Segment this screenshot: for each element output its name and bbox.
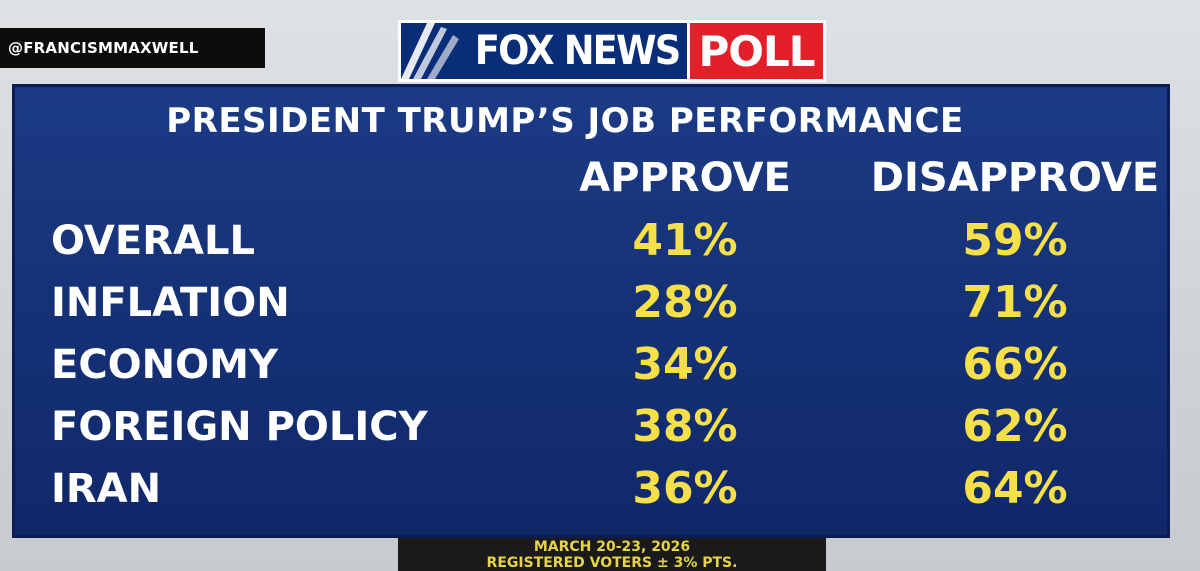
poll-text: POLL [698, 26, 815, 76]
disapprove-value: 62% [962, 401, 1068, 452]
row-label: IRAN [51, 466, 162, 512]
row-label: INFLATION [51, 280, 290, 326]
poll-row-foreign-policy: FOREIGN POLICY 38% 62% [15, 397, 1165, 457]
poll-tag: POLL [690, 23, 823, 79]
approve-value: 28% [632, 277, 738, 328]
disapprove-value: 71% [962, 277, 1068, 328]
approve-value: 38% [632, 401, 738, 452]
poll-dates: MARCH 20-23, 2026 [533, 539, 691, 555]
fox-news-wordmark: FOX NEWS [401, 23, 687, 79]
poll-row-economy: ECONOMY 34% 66% [15, 335, 1165, 395]
fox-news-poll-logo: FOX NEWS POLL [398, 20, 826, 82]
poll-footnote: MARCH 20-23, 2026 REGISTERED VOTERS ± 3%… [398, 538, 826, 571]
disapprove-value: 59% [962, 215, 1068, 266]
poll-title: PRESIDENT TRUMP’S JOB PERFORMANCE [166, 101, 964, 141]
poll-row-inflation: INFLATION 28% 71% [15, 273, 1165, 333]
poll-row-iran: IRAN 36% 64% [15, 459, 1165, 519]
disapprove-value: 64% [962, 463, 1068, 514]
searchlight-icon [401, 23, 459, 79]
approve-value: 41% [632, 215, 738, 266]
account-watermark: @FRANCISMMAXWELL [0, 28, 265, 68]
row-label: OVERALL [51, 218, 255, 264]
approve-value: 34% [632, 339, 738, 390]
disapprove-header: DISAPPROVE [870, 155, 1160, 201]
poll-board: PRESIDENT TRUMP’S JOB PERFORMANCE APPROV… [12, 84, 1170, 538]
approve-header: APPROVE [579, 155, 791, 201]
poll-sample-note: REGISTERED VOTERS ± 3% PTS. [486, 555, 738, 571]
disapprove-value: 66% [962, 339, 1068, 390]
fox-news-text: FOX NEWS [474, 28, 680, 74]
approve-value: 36% [632, 463, 738, 514]
poll-row-overall: OVERALL 41% 59% [15, 211, 1165, 271]
row-label: FOREIGN POLICY [51, 404, 428, 450]
row-label: ECONOMY [51, 342, 278, 388]
